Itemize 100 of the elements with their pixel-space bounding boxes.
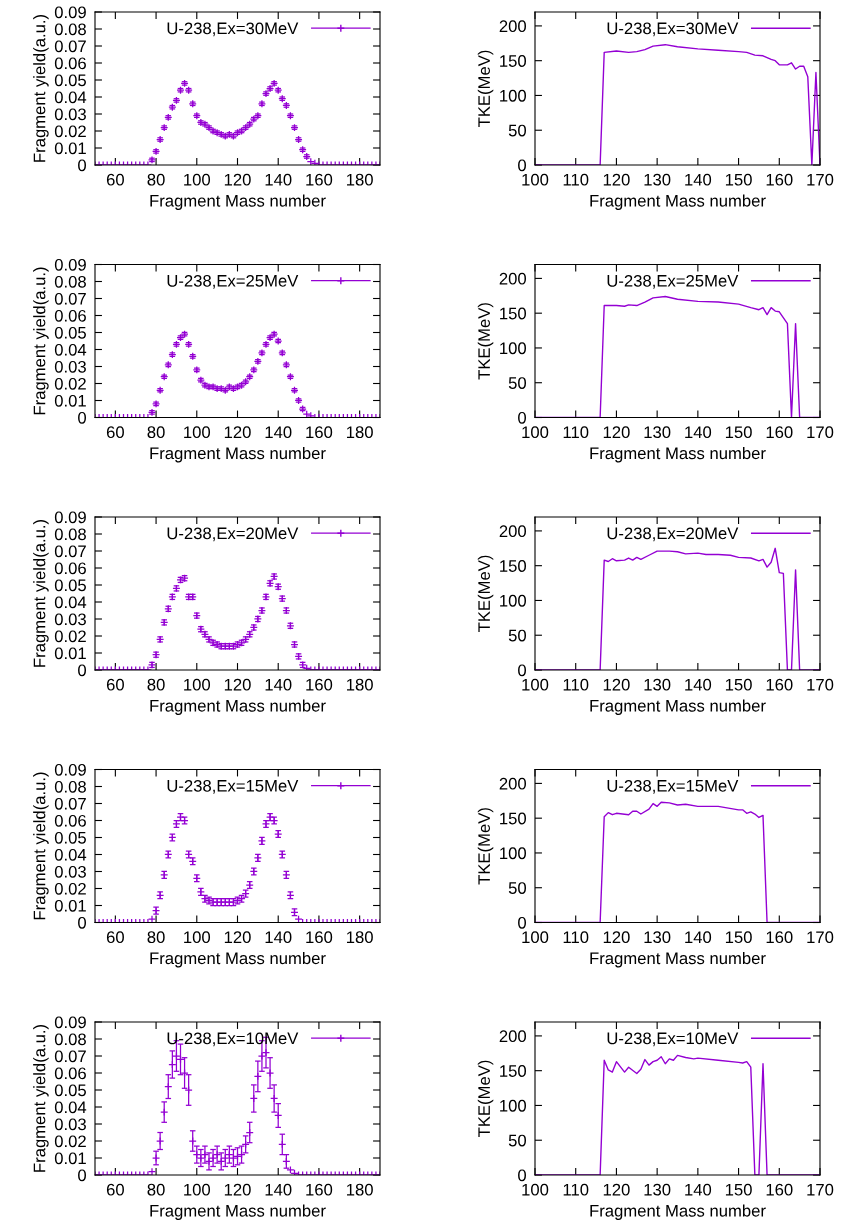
legend-label: U-238,Ex=15MeV bbox=[607, 779, 739, 794]
y-tick-label: 50 bbox=[508, 882, 527, 894]
x-tick-label: 180 bbox=[347, 678, 373, 691]
x-tick-label: 160 bbox=[766, 678, 793, 691]
y-tick-label: 0.03 bbox=[54, 108, 86, 121]
y-tick-label: 0 bbox=[78, 1169, 87, 1182]
x-tick-label: 170 bbox=[807, 931, 834, 944]
x-tick-label: 100 bbox=[184, 173, 211, 186]
x-axis-title: Fragment Mass number bbox=[590, 699, 766, 715]
y-tick-label: 200 bbox=[499, 777, 527, 790]
x-tick-label: 170 bbox=[807, 173, 834, 186]
x-tick-label: 140 bbox=[265, 1183, 292, 1196]
y-tick-label: 0.07 bbox=[54, 545, 86, 558]
x-tick-label: 160 bbox=[306, 173, 333, 186]
y-tick-label: 0.07 bbox=[54, 40, 86, 53]
x-axis-title: Fragment Mass number bbox=[590, 446, 766, 463]
x-axis-title: Fragment Mass number bbox=[150, 446, 326, 463]
y-tick-label: 0.09 bbox=[54, 1016, 86, 1029]
x-tick-label: 150 bbox=[725, 931, 752, 944]
x-tick-label: 160 bbox=[306, 426, 333, 439]
x-tick-label: 120 bbox=[603, 931, 630, 944]
y-tick-label: 150 bbox=[500, 812, 527, 825]
legend-label: U-238,Ex=15MeV bbox=[167, 779, 299, 794]
x-tick-label: 80 bbox=[147, 678, 165, 691]
y-tick-label: 0 bbox=[518, 159, 527, 172]
y-tick-label: 100 bbox=[500, 89, 527, 102]
y-tick-label: 50 bbox=[508, 1134, 527, 1147]
y-tick-label: 0 bbox=[78, 664, 87, 677]
y-tick-label: 50 bbox=[508, 124, 527, 137]
x-tick-label: 160 bbox=[306, 931, 333, 944]
y-tick-label: 0.04 bbox=[54, 848, 87, 861]
y-tick-label: 0.04 bbox=[54, 596, 87, 609]
x-tick-label: 130 bbox=[644, 173, 671, 186]
y-tick-label: 100 bbox=[500, 847, 527, 860]
legend-label: U-238,Ex=20MeV bbox=[167, 527, 299, 542]
y-tick-label: 0.05 bbox=[54, 74, 86, 87]
x-tick-label: 180 bbox=[347, 1183, 373, 1196]
y-tick-label: 0 bbox=[518, 664, 527, 677]
x-tick-label: 180 bbox=[347, 173, 373, 186]
y-tick-label: 0.03 bbox=[54, 360, 86, 373]
y-tick-label: 150 bbox=[500, 55, 527, 67]
x-tick-label: 120 bbox=[603, 1183, 630, 1196]
x-tick-label: 110 bbox=[563, 678, 589, 691]
x-axis-title: Fragment Mass number bbox=[150, 194, 326, 210]
y-tick-label: 0.09 bbox=[54, 511, 86, 524]
y-tick-label: 0.09 bbox=[54, 258, 86, 271]
y-tick-label: 0.02 bbox=[54, 882, 86, 895]
x-tick-label: 100 bbox=[184, 931, 211, 944]
y-tick-label: 0.07 bbox=[54, 1050, 86, 1063]
y-tick-label: 200 bbox=[499, 20, 527, 33]
y-tick-label: 50 bbox=[508, 629, 527, 642]
y-tick-label: 0.07 bbox=[54, 797, 86, 810]
y-tick-label: 0.06 bbox=[54, 1067, 86, 1080]
x-tick-label: 160 bbox=[766, 931, 793, 944]
y-axis-title: Fragment yield(a.u.) bbox=[33, 267, 49, 415]
x-tick-label: 80 bbox=[147, 931, 165, 944]
x-tick-label: 160 bbox=[306, 678, 333, 691]
y-tick-label: 100 bbox=[500, 1099, 527, 1112]
x-tick-label: 180 bbox=[347, 426, 373, 439]
x-tick-label: 130 bbox=[644, 426, 671, 439]
x-axis-title: Fragment Mass number bbox=[150, 699, 326, 715]
y-tick-label: 0 bbox=[78, 411, 87, 424]
x-axis-title: Fragment Mass number bbox=[150, 1204, 326, 1220]
legend-label: U-238,Ex=30MeV bbox=[167, 22, 299, 37]
x-tick-label: 80 bbox=[147, 1183, 165, 1196]
y-tick-label: 0.01 bbox=[54, 142, 86, 155]
y-axis-title: Fragment yield(a.u.) bbox=[33, 1024, 49, 1172]
y-tick-label: 0.02 bbox=[54, 630, 86, 643]
x-tick-label: 120 bbox=[224, 678, 251, 691]
y-tick-label: 0.09 bbox=[54, 6, 86, 19]
x-tick-label: 150 bbox=[725, 173, 752, 186]
x-tick-label: 140 bbox=[685, 931, 712, 944]
x-tick-label: 60 bbox=[106, 678, 124, 691]
y-axis-title: Fragment yield(a.u.) bbox=[33, 772, 49, 920]
y-tick-label: 0.06 bbox=[54, 309, 86, 322]
y-tick-label: 0.01 bbox=[54, 899, 86, 912]
x-axis-title: Fragment Mass number bbox=[590, 194, 766, 210]
y-tick-label: 200 bbox=[499, 525, 527, 538]
x-tick-label: 120 bbox=[224, 173, 251, 186]
y-tick-label: 0.01 bbox=[54, 1152, 86, 1165]
x-tick-label: 110 bbox=[563, 426, 589, 439]
x-tick-label: 110 bbox=[563, 1183, 589, 1196]
x-tick-label: 110 bbox=[563, 173, 589, 186]
x-tick-label: 130 bbox=[644, 931, 671, 944]
x-tick-label: 180 bbox=[347, 931, 373, 944]
y-tick-label: 0.08 bbox=[54, 23, 86, 36]
y-tick-label: 150 bbox=[500, 560, 527, 572]
y-axis-title: Fragment yield(a.u.) bbox=[33, 519, 49, 667]
x-tick-label: 140 bbox=[685, 426, 712, 439]
legend-label: U-238,Ex=25MeV bbox=[167, 274, 299, 289]
y-tick-label: 0.02 bbox=[54, 1135, 86, 1148]
y-tick-label: 0 bbox=[518, 916, 527, 929]
y-tick-label: 0 bbox=[78, 159, 87, 172]
y-tick-label: 0.07 bbox=[54, 292, 86, 305]
x-tick-label: 100 bbox=[184, 678, 211, 691]
legend-label: U-238,Ex=10MeV bbox=[167, 1032, 299, 1047]
y-tick-label: 0.03 bbox=[54, 865, 86, 878]
x-axis-title: Fragment Mass number bbox=[150, 951, 326, 968]
y-tick-label: 0.05 bbox=[54, 326, 86, 339]
y-tick-label: 0.02 bbox=[54, 377, 86, 390]
